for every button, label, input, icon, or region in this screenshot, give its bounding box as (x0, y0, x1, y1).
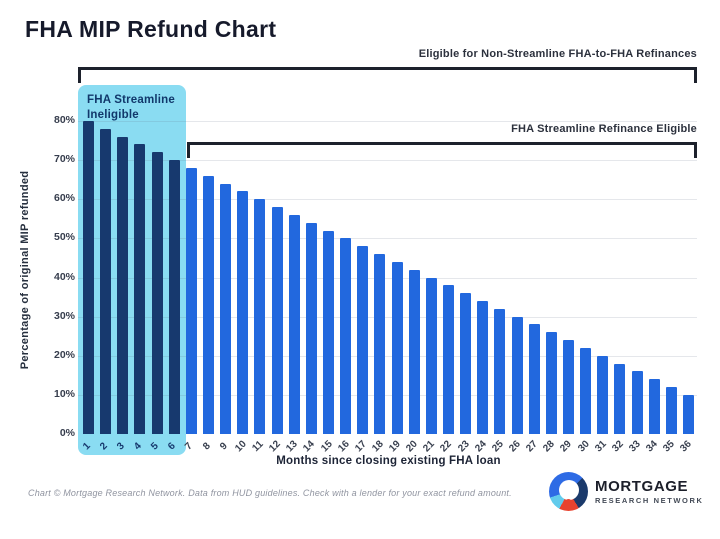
streamline-ineligible-label-line2: Ineligible (87, 108, 139, 121)
bar-month-22 (442, 285, 454, 434)
bar-month-32 (614, 363, 626, 434)
copyright-footnote: Chart © Mortgage Research Network. Data … (28, 488, 512, 498)
y-tick-0: 0% (59, 427, 75, 439)
gridline-80 (78, 121, 697, 122)
logo-icon-hole (559, 480, 579, 500)
bar-month-2 (100, 128, 112, 434)
gridline-40 (78, 277, 697, 279)
bar-month-29 (562, 340, 574, 434)
bar-month-3 (117, 136, 129, 434)
bar-month-6 (168, 160, 180, 434)
y-tick-50: 50% (53, 231, 75, 244)
page-title: FHA MIP Refund Chart (25, 16, 277, 42)
bar-month-10 (237, 191, 249, 434)
x-axis-title: Months since closing existing FHA loan (276, 455, 501, 467)
bar-month-9 (220, 183, 232, 434)
mortgage-research-network-logo: MORTGAGE RESEARCH NETWORK (549, 472, 704, 511)
bar-month-30 (580, 347, 592, 434)
gridline-60 (78, 199, 697, 201)
logo-icon-red-dot (565, 499, 572, 506)
bar-month-8 (203, 175, 215, 434)
bar-month-36 (682, 394, 694, 434)
bar-month-26 (511, 316, 523, 434)
gridline-10 (78, 394, 697, 396)
gridline-70 (78, 160, 697, 162)
bar-month-7 (185, 167, 197, 434)
streamline-bracket-caption: FHA Streamline Refinance Eligible (511, 123, 697, 135)
non-streamline-bracket (78, 67, 697, 83)
y-tick-60: 60% (53, 192, 75, 205)
bar-month-25 (494, 308, 506, 434)
bar-month-16 (340, 238, 352, 434)
bar-month-33 (631, 371, 643, 434)
non-streamline-bracket-caption: Eligible for Non-Streamline FHA-to-FHA R… (418, 48, 697, 60)
bar-month-23 (460, 293, 472, 434)
logo-donut-icon (549, 472, 588, 511)
bar-month-35 (665, 387, 677, 434)
y-tick-80: 80% (53, 114, 75, 126)
bar-month-18 (374, 254, 386, 434)
bar-month-21 (425, 277, 437, 434)
bar-month-5 (151, 152, 163, 434)
y-tick-40: 40% (53, 270, 75, 283)
bar-month-20 (408, 269, 420, 434)
y-axis-title: Percentage of original MIP refunded (19, 170, 31, 370)
y-tick-70: 70% (53, 153, 75, 166)
gridline-20 (78, 355, 697, 357)
bar-month-12 (271, 207, 283, 434)
bar-month-13 (288, 214, 300, 434)
streamline-bracket (187, 142, 697, 158)
gridline-30 (78, 316, 697, 318)
bar-month-4 (134, 144, 146, 434)
bar-month-17 (357, 246, 369, 434)
streamline-ineligible-label-line1: FHA Streamline (87, 94, 176, 106)
bar-month-19 (391, 261, 403, 434)
gridline-50 (78, 238, 697, 240)
logo-subname: RESEARCH NETWORK (595, 495, 704, 505)
logo-wordmark: MORTGAGE RESEARCH NETWORK (595, 479, 704, 505)
bar-month-31 (597, 355, 609, 434)
bar-month-11 (254, 199, 266, 434)
bar-month-27 (528, 324, 540, 434)
logo-name: MORTGAGE (595, 477, 689, 495)
streamline-ineligible-highlight (78, 85, 186, 455)
streamline-ineligible-label: FHA Streamline Ineligible (87, 93, 175, 123)
y-tick-10: 10% (53, 387, 75, 400)
y-tick-20: 20% (53, 348, 75, 361)
bar-month-14 (305, 222, 317, 434)
bar-month-28 (545, 332, 557, 434)
bar-month-24 (477, 300, 489, 434)
bar-month-1 (83, 121, 95, 434)
bar-month-34 (648, 379, 660, 434)
y-tick-30: 30% (53, 309, 75, 322)
bar-month-15 (323, 230, 334, 434)
